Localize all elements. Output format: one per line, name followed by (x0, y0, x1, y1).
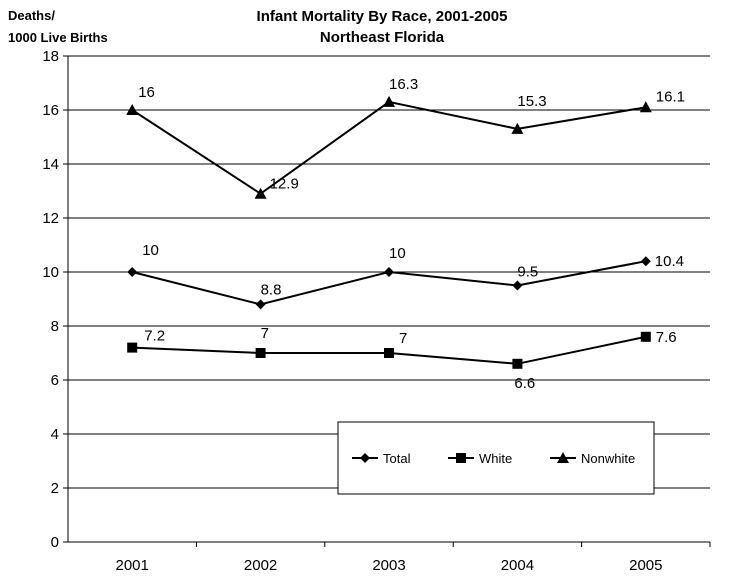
y-tick-label: 16 (42, 102, 59, 119)
x-tick-label: 2002 (244, 557, 277, 574)
data-label-nonwhite: 12.9 (270, 176, 299, 193)
x-tick-label: 2004 (501, 557, 534, 574)
legend-label-white: White (479, 451, 512, 466)
series-line-nonwhite (131, 100, 646, 195)
data-point-nonwhite (639, 101, 652, 113)
data-point-white (640, 331, 651, 342)
data-label-total: 10 (389, 245, 406, 262)
data-label-white: 6.6 (514, 375, 535, 392)
data-point-white (127, 342, 138, 353)
data-label-white: 7.2 (144, 328, 165, 345)
y-tick-label: 0 (51, 534, 59, 551)
data-point-nonwhite (511, 122, 524, 134)
data-label-total: 8.8 (261, 281, 282, 298)
legend-marker-nonwhite (557, 452, 569, 463)
y-tick-label: 4 (51, 426, 59, 443)
data-label-total: 10.4 (655, 253, 684, 270)
y-tick-labels: 0 2 4 6 8 10 12 14 16 18 (42, 48, 59, 551)
data-label-total: 10 (142, 242, 159, 259)
y-tick-label: 2 (51, 480, 59, 497)
data-point-total (640, 256, 651, 267)
y-tick-label: 14 (42, 156, 59, 173)
x-tick-label: 2003 (372, 557, 405, 574)
y-tick-label: 12 (42, 210, 59, 227)
data-point-nonwhite (254, 187, 267, 199)
legend-label-total: Total (383, 451, 411, 466)
series-group (126, 95, 652, 369)
data-label-total: 9.5 (517, 264, 538, 281)
legend-marker-white (456, 453, 466, 463)
legend-marker-total (360, 453, 370, 463)
data-label-white: 7.6 (656, 329, 677, 346)
data-point-white (512, 358, 523, 369)
axes (63, 55, 711, 547)
data-point-total (127, 267, 138, 277)
x-tick-labels: 2001 2002 2003 2004 2005 (116, 557, 663, 574)
data-point-white (255, 348, 266, 358)
data-label-white: 7 (261, 325, 269, 342)
x-tick-label: 2001 (116, 557, 149, 574)
chart-title: Infant Mortality By Race, 2001-2005 (257, 8, 508, 25)
data-label-white: 7 (399, 330, 407, 347)
data-point-nonwhite (126, 104, 139, 115)
y-tick-label: 18 (42, 48, 59, 65)
data-point-white (384, 348, 394, 358)
y-tick-label: 8 (51, 318, 59, 335)
legend-box (337, 421, 655, 495)
data-point-total (384, 267, 394, 277)
data-point-total (255, 299, 266, 310)
data-label-nonwhite: 15.3 (517, 93, 546, 110)
data-labels: 10 8.8 10 9.5 10.4 7.2 7 7 6.6 7.6 16 12.9 16.3 15.3 1… (138, 76, 685, 392)
data-point-nonwhite (383, 95, 395, 107)
data-point-total (512, 280, 523, 291)
y-axis-label-line1: Deaths/ (8, 8, 55, 23)
legend: Total White Nonwhite (337, 421, 655, 495)
data-label-nonwhite: 16.1 (656, 88, 685, 105)
chart-subtitle: Northeast Florida (320, 29, 445, 46)
x-tick-label: 2005 (629, 557, 662, 574)
y-tick-label: 6 (51, 372, 59, 389)
data-label-nonwhite: 16 (138, 84, 155, 101)
y-tick-label: 10 (42, 264, 59, 281)
data-label-nonwhite: 16.3 (389, 76, 418, 93)
y-axis-label-line2: 1000 Live Births (8, 30, 108, 45)
legend-label-nonwhite: Nonwhite (581, 451, 635, 466)
